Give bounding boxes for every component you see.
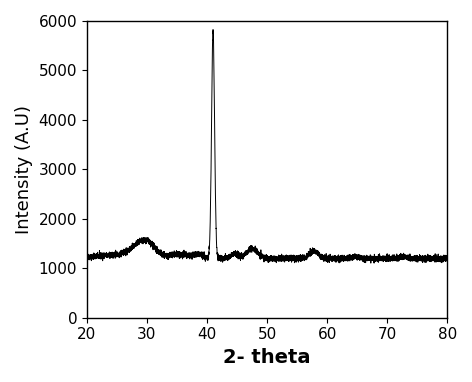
X-axis label: 2- theta: 2- theta	[223, 348, 311, 367]
Y-axis label: Intensity (A.U): Intensity (A.U)	[15, 105, 33, 234]
